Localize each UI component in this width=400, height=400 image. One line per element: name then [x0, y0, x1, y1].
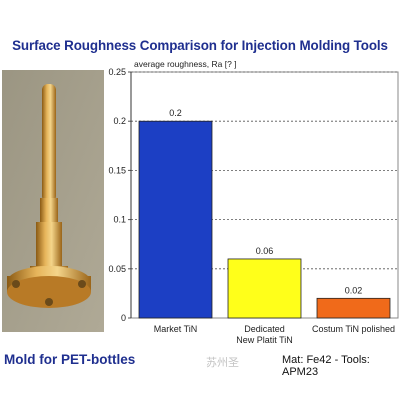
category-label: Market TiN	[154, 324, 198, 334]
bar-value-label: 0.06	[256, 246, 274, 256]
y-tick-label: 0.2	[113, 116, 126, 126]
y-tick-label: 0.15	[108, 165, 126, 175]
core-pin-photo	[2, 70, 104, 332]
bar	[138, 120, 213, 319]
category-label: Costum TiN polished	[312, 324, 395, 334]
watermark-text: 苏州圣	[206, 357, 239, 369]
mold-caption: Mold for PET-bottles	[4, 352, 136, 367]
y-tick-label: 0.25	[108, 67, 126, 77]
bar	[227, 258, 302, 319]
category-label: Dedicated	[244, 324, 285, 334]
category-label: New Platit TiN	[236, 335, 293, 345]
y-tick-label: 0.05	[108, 264, 126, 274]
bar-value-label: 0.02	[345, 285, 363, 295]
y-axis-label: average roughness, Ra [? ]	[134, 59, 237, 69]
material-caption: Mat: Fe42 - Tools: APM23	[282, 354, 370, 378]
y-tick-label: 0	[121, 313, 126, 323]
bar-value-label: 0.2	[169, 108, 182, 118]
bar	[316, 297, 391, 319]
y-tick-label: 0.1	[113, 215, 126, 225]
chart-title: Surface Roughness Comparison for Injecti…	[12, 38, 388, 53]
